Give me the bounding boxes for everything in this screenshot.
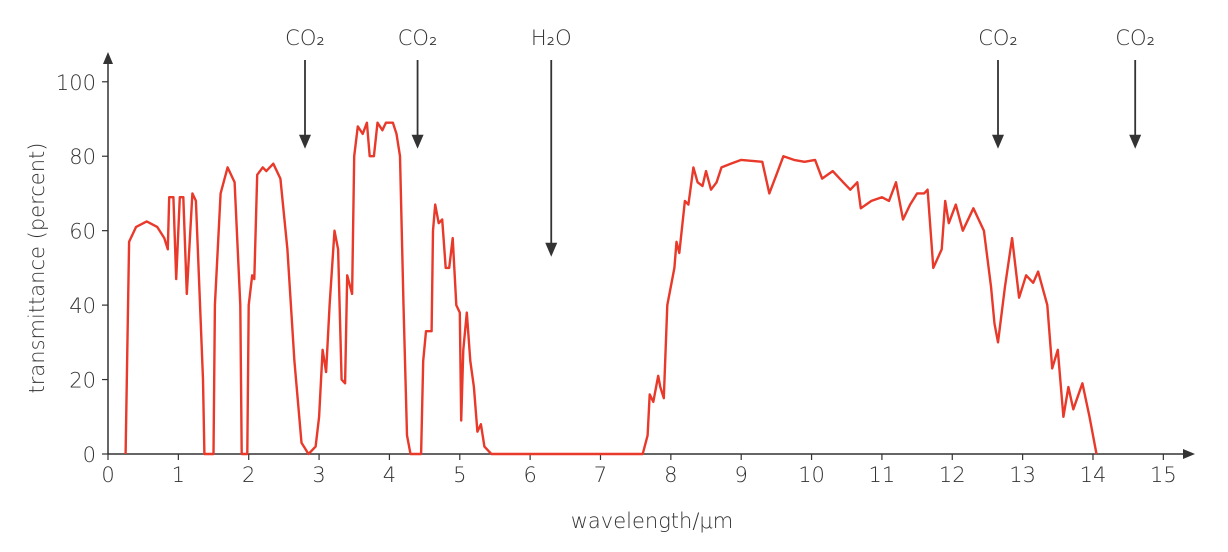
x-axis-label: wavelength/μm (571, 509, 734, 533)
x-tick-label: 1 (172, 463, 185, 487)
y-tick-label: 60 (69, 220, 96, 244)
x-tick-label: 5 (453, 463, 466, 487)
annotation-label: CO₂ (1115, 26, 1155, 50)
y-tick-label: 40 (69, 294, 96, 318)
y-tick-label: 20 (69, 369, 96, 393)
x-tick-label: 7 (594, 463, 607, 487)
x-tick-label: 14 (1080, 463, 1107, 487)
x-tick-label: 11 (869, 463, 896, 487)
annotation-label: CO₂ (978, 26, 1018, 50)
x-tick-label: 2 (242, 463, 255, 487)
y-tick-label: 80 (69, 145, 96, 169)
y-axis-label: transmittance (percent) (25, 143, 49, 394)
annotation-arrowhead (1129, 134, 1142, 149)
y-tick-label: 100 (56, 71, 96, 95)
annotation-label: CO₂ (285, 26, 325, 50)
annotation-arrowhead (298, 134, 311, 149)
annotation-label: CO₂ (398, 26, 438, 50)
y-axis-arrow (103, 52, 113, 64)
x-tick-label: 4 (383, 463, 396, 487)
x-tick-label: 15 (1150, 463, 1177, 487)
x-tick-label: 12 (939, 463, 966, 487)
annotation-arrowhead (411, 134, 424, 149)
transmittance-line (124, 121, 1098, 456)
annotation-label: H₂O (531, 26, 572, 50)
x-axis-arrow (1183, 449, 1195, 459)
x-tick-label: 3 (312, 463, 325, 487)
x-tick-label: 10 (798, 463, 825, 487)
x-tick-label: 9 (735, 463, 748, 487)
y-tick-label: 0 (83, 443, 96, 467)
x-tick-label: 8 (664, 463, 677, 487)
x-tick-label: 13 (1009, 463, 1036, 487)
annotation-arrowhead (992, 134, 1005, 149)
x-tick-label: 6 (523, 463, 536, 487)
x-tick-label: 0 (101, 463, 114, 487)
annotation-arrowhead (545, 242, 558, 257)
